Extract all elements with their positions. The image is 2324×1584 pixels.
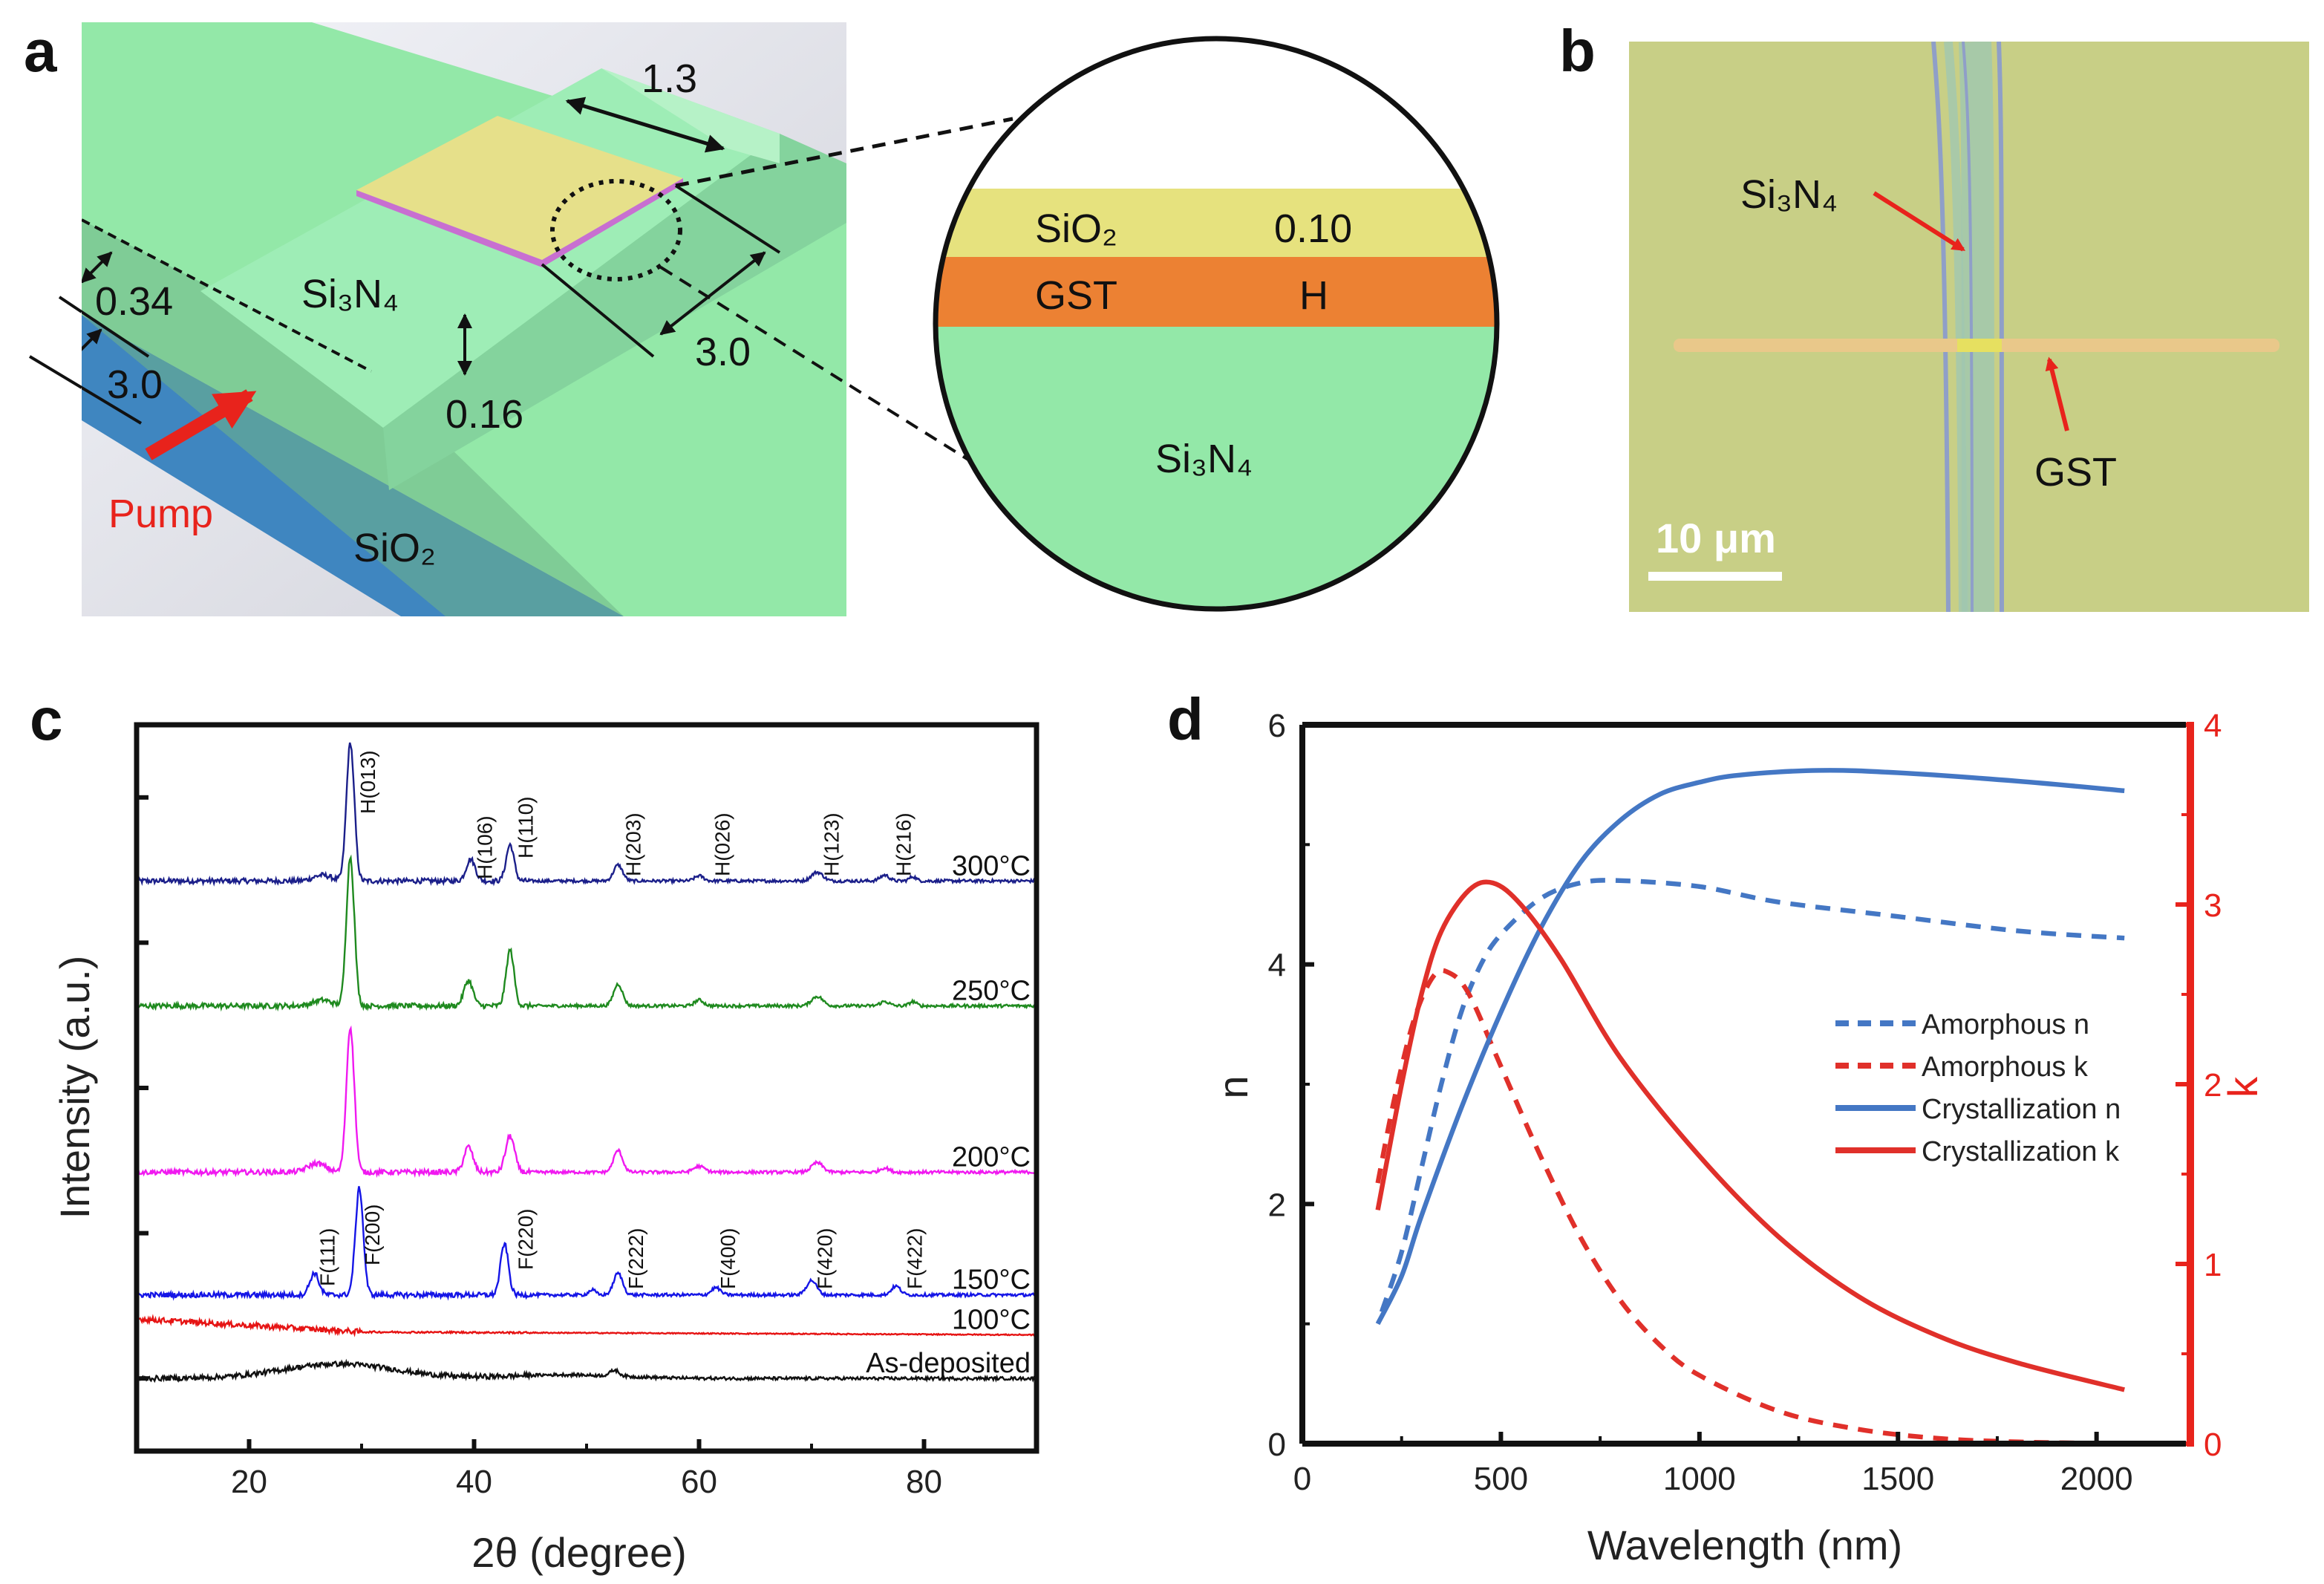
device-schematic (82, 22, 846, 616)
xrd-chart: 300°C 250°C 200°C 150°C 100°C As-deposited H(0… (51, 722, 1039, 1576)
d-xlabel: Wavelength (nm) (1587, 1522, 1902, 1568)
microscope-image (1629, 42, 2309, 612)
legend-label: Crystallization k (1922, 1136, 2120, 1167)
c-xlabel: 2θ (degree) (471, 1529, 687, 1576)
d-y2tick-label: 4 (2204, 708, 2222, 744)
pump-label: Pump (108, 492, 213, 536)
inset-gst-thickness: H (1299, 273, 1328, 318)
xrd-series-label: As-deposited (866, 1348, 1031, 1379)
c-xtick-label: 60 (681, 1464, 717, 1500)
d-ytick-label: 6 (1268, 708, 1286, 744)
peak-label-f: F(220) (514, 1209, 537, 1270)
legend-label: Crystallization n (1922, 1094, 2121, 1125)
inset-layer-gst (936, 257, 1497, 327)
peak-label-f: F(422) (903, 1228, 926, 1289)
legend-label: Amorphous k (1922, 1052, 2089, 1083)
rib-waveguide-side (383, 134, 846, 490)
d-y2tick-label: 2 (2204, 1067, 2222, 1104)
dim-label-top: 1.3 (642, 56, 697, 101)
pump-arrow (145, 389, 257, 460)
d-y2label: k (2219, 1076, 2266, 1098)
inset-sio2-label: SiO₂ (1035, 206, 1117, 251)
xrd-series-label: 300°C (952, 850, 1031, 881)
inset-si3n4-label: Si₃N₄ (1155, 437, 1253, 481)
d-xtick-label: 1500 (1861, 1461, 1934, 1497)
panel-letter-c: c (30, 686, 63, 752)
legend: Amorphous n Amorphous k Crystallization n C… (1835, 1009, 2121, 1167)
peak-label-f: F(400) (717, 1228, 740, 1289)
d-y2tick-label: 1 (2204, 1247, 2222, 1283)
b-waveguide-label: Si₃N₄ (1740, 172, 1838, 217)
peak-label-h: H(013) (356, 750, 379, 814)
c-xtick-label: 40 (456, 1464, 492, 1500)
peak-label-f: F(200) (361, 1205, 384, 1265)
xrd-series-label: 150°C (952, 1265, 1031, 1296)
panel-letter-d: d (1167, 686, 1204, 752)
d-y2tick-label: 0 (2204, 1427, 2222, 1463)
scale-bar-label: 10 μm (1656, 515, 1776, 561)
xrd-series-label: 200°C (952, 1141, 1031, 1173)
d-xtick-label: 0 (1293, 1461, 1311, 1497)
inset-layer-sio2 (936, 189, 1497, 257)
panel-letter-a: a (24, 18, 57, 84)
d-y2tick-label: 3 (2204, 887, 2222, 924)
substrate-label: SiO₂ (353, 526, 436, 570)
inset-sio2-thickness: 0.10 (1274, 206, 1352, 251)
peak-label-h: H(106) (474, 815, 497, 879)
nk-series-amorphous-n (1379, 878, 2125, 1313)
inset-gst-label: GST (1035, 273, 1117, 318)
nk-series-amorphous-k (1375, 968, 2125, 1447)
waveguide-label: Si₃N₄ (301, 272, 399, 316)
xrd-series-label: 100°C (952, 1305, 1031, 1336)
d-ytick-label: 2 (1268, 1187, 1286, 1223)
scale-bar (1648, 572, 1782, 581)
c-xtick-label: 20 (231, 1464, 267, 1500)
xrd-series-1 (137, 854, 1037, 1012)
d-xtick-label: 2000 (2060, 1461, 2133, 1497)
peak-label-f: F(111) (316, 1228, 339, 1286)
xrd-series-label: 250°C (952, 975, 1031, 1006)
d-ytick-label: 4 (1268, 948, 1286, 984)
peak-label-h: H(203) (622, 812, 645, 876)
legend-label: Amorphous n (1922, 1009, 2089, 1040)
peak-label-h: H(110) (514, 796, 537, 858)
d-xtick-label: 1000 (1663, 1461, 1736, 1497)
b-gst-label: GST (2034, 450, 2117, 495)
nk-series-crystallization-k (1375, 879, 2125, 1392)
peak-label-h: H(026) (711, 812, 734, 876)
panel-letter-b: b (1559, 18, 1596, 84)
dim-label-right: 3.0 (695, 330, 751, 374)
xrd-series-5 (137, 1358, 1037, 1383)
xrd-series-2 (137, 1025, 1037, 1179)
dim-label-rib: 0.34 (95, 279, 173, 324)
xrd-series-3 (137, 1186, 1037, 1301)
c-ylabel: Intensity (a.u.) (51, 956, 98, 1219)
dim-label-left: 3.0 (107, 362, 163, 407)
nk-series-crystallization-n (1375, 768, 2125, 1326)
xrd-series-0 (137, 742, 1037, 887)
xrd-series-4 (137, 1314, 1037, 1337)
peak-label-f: F(222) (624, 1228, 647, 1289)
dim-label-etch: 0.16 (445, 392, 523, 437)
c-xtick-label: 80 (906, 1464, 942, 1500)
nk-chart: 0 500 1000 1500 2000 0 2 4 6 0 1 2 3 4 Wavelength (nm… (1210, 708, 2266, 1568)
d-ytick-label: 0 (1268, 1427, 1286, 1463)
d-xtick-label: 500 (1474, 1461, 1528, 1497)
d-ylabel: n (1210, 1075, 1256, 1098)
peak-label-h: H(123) (820, 812, 843, 876)
peak-label-h: H(216) (892, 812, 915, 876)
zoom-region-marker (550, 179, 682, 281)
peak-label-f: F(420) (813, 1228, 836, 1289)
rib-waveguide-top (200, 68, 780, 428)
